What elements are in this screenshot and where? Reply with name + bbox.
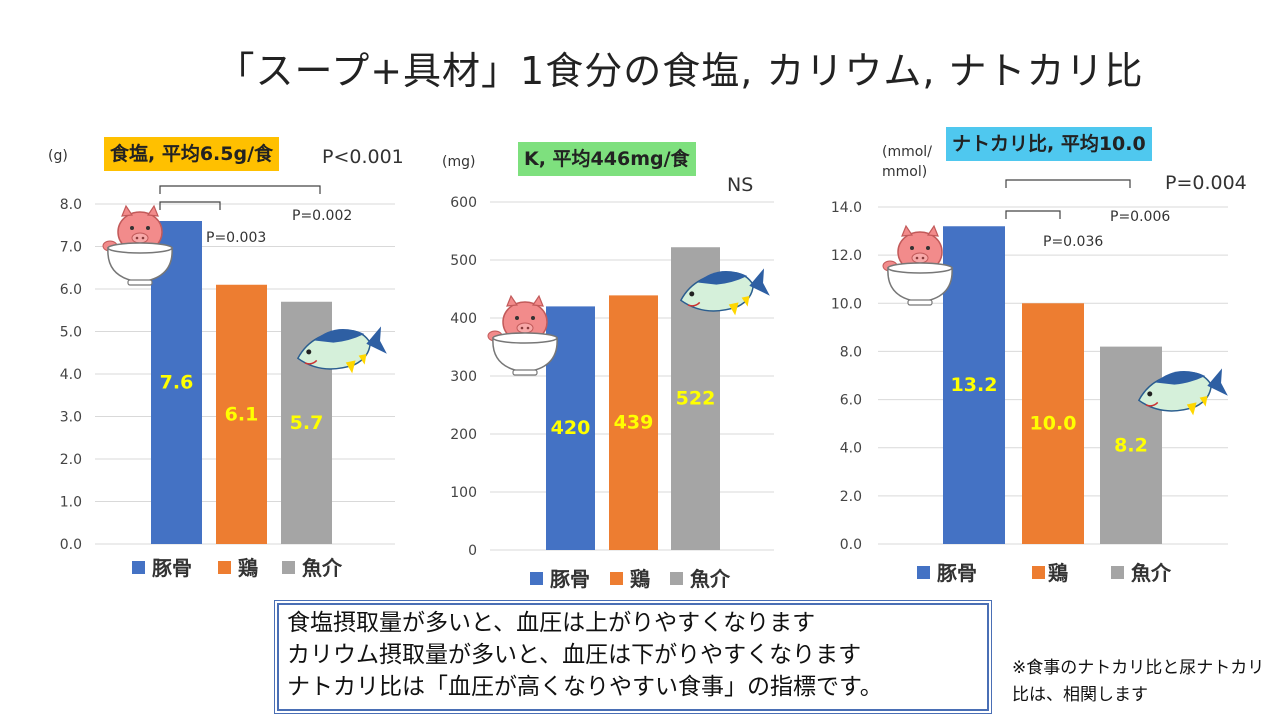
salt-overall-p: P<0.001 — [322, 146, 404, 168]
correlation-note: ※食事のナトカリ比と尿ナトカリ比は、相関します — [1012, 658, 1265, 705]
y-tick-label: 14.0 — [831, 200, 862, 216]
legend-swatch-tori — [610, 572, 623, 585]
comparison-p-label: P=0.003 — [206, 230, 266, 246]
legend-swatch-tori — [1032, 566, 1045, 579]
bar-value-label: 7.6 — [160, 372, 194, 394]
bar-tori — [1022, 303, 1084, 544]
bar-value-label: 6.1 — [225, 403, 259, 425]
legend-label: 豚骨 — [550, 567, 590, 591]
y-tick-label: 6.0 — [60, 282, 82, 298]
explanation-box: 食塩摂取量が多いと、血圧は上がりやすくなります カリウム摂取量が多いと、血圧は下… — [274, 600, 992, 714]
y-unit-potassium: (mg) — [442, 154, 476, 170]
legend-label: 鶏 — [1048, 561, 1068, 585]
pig-in-bowl-icon — [102, 204, 173, 286]
nak-overall-p: P=0.004 — [1165, 172, 1247, 194]
nak-average-badge: ナトカリ比, 平均10.0 — [946, 127, 1152, 161]
y-tick-label: 12.0 — [831, 248, 862, 264]
y-tick-label: 500 — [450, 253, 477, 269]
y-tick-label: 200 — [450, 427, 477, 443]
legend-swatch-gyokai — [282, 561, 295, 574]
y-tick-label: 300 — [450, 369, 477, 385]
legend-label: 鶏 — [630, 567, 650, 591]
fish-icon — [1137, 368, 1228, 416]
comparison-bracket — [1005, 210, 1061, 219]
y-tick-label: 100 — [450, 485, 477, 501]
y-tick-label: 0 — [468, 543, 477, 559]
y-tick-label: 8.0 — [840, 344, 862, 360]
bar-value-label: 439 — [614, 412, 654, 434]
bar-gyokai — [1100, 346, 1162, 544]
comparison-bracket — [159, 185, 321, 194]
legend-label: 豚骨 — [937, 561, 977, 585]
y-tick-label: 1.0 — [60, 495, 82, 511]
y-unit-nak-ratio: (mmol/ mmol) — [882, 144, 932, 180]
comparison-p-label: P=0.036 — [1043, 234, 1103, 250]
comparison-p-label: P=0.006 — [1110, 209, 1170, 225]
note-line-nak: ナトカリ比は「血圧が高くなりやすい食事」の指標です。 — [287, 674, 883, 700]
legend-label: 鶏 — [238, 556, 258, 580]
y-tick-label: 10.0 — [831, 296, 862, 312]
legend-label: 魚介 — [690, 567, 731, 591]
pig-in-bowl-icon — [882, 224, 953, 306]
y-tick-label: 4.0 — [840, 441, 862, 457]
bar-tonkotsu — [943, 226, 1005, 544]
bar-value-label: 8.2 — [1114, 434, 1148, 456]
y-tick-label: 0.0 — [60, 537, 82, 553]
y-unit-salt: (g) — [48, 148, 68, 164]
bar-tori — [216, 284, 267, 544]
y-tick-label: 8.0 — [60, 197, 82, 213]
y-tick-label: 5.0 — [60, 325, 82, 341]
y-tick-label: 2.0 — [840, 489, 862, 505]
legend-label: 魚介 — [1131, 561, 1172, 585]
y-tick-label: 7.0 — [60, 240, 82, 256]
legend-label: 豚骨 — [152, 556, 192, 580]
y-tick-label: 6.0 — [840, 393, 862, 409]
bar-value-label: 13.2 — [951, 374, 998, 396]
bar-value-label: 5.7 — [290, 412, 324, 434]
y-tick-label: 3.0 — [60, 410, 82, 426]
bar-value-label: 10.0 — [1030, 413, 1077, 435]
note-line-potassium: カリウム摂取量が多いと、血圧は下がりやすくなります — [287, 642, 862, 668]
pig-in-bowl-icon — [487, 294, 558, 376]
note-line-salt: 食塩摂取量が多いと、血圧は上がりやすくなります — [287, 610, 816, 636]
bar-tori — [609, 295, 658, 550]
page-title: 「スープ+具材」1食分の食塩, カリウム, ナトカリ比 — [216, 49, 1144, 93]
legend-swatch-tonkotsu — [530, 572, 543, 585]
y-tick-label: 600 — [450, 195, 477, 211]
comparison-p-label: P=0.002 — [292, 208, 352, 224]
legend-swatch-tonkotsu — [132, 561, 145, 574]
legend-label: 魚介 — [302, 556, 343, 580]
fish-icon — [679, 268, 770, 316]
comparison-bracket — [1005, 179, 1131, 188]
y-tick-label: 0.0 — [840, 537, 862, 553]
legend-swatch-gyokai — [670, 572, 683, 585]
y-tick-label: 2.0 — [60, 452, 82, 468]
y-tick-label: 4.0 — [60, 367, 82, 383]
bar-value-label: 420 — [551, 417, 591, 439]
y-tick-label: 400 — [450, 311, 477, 327]
fish-icon — [296, 326, 387, 374]
salt-average-badge: 食塩, 平均6.5g/食 — [104, 137, 280, 171]
comparison-bracket — [159, 201, 221, 210]
bar-value-label: 522 — [676, 388, 716, 410]
potassium-overall-p: NS — [727, 174, 754, 196]
legend-swatch-gyokai — [1111, 566, 1124, 579]
legend-swatch-tori — [218, 561, 231, 574]
legend-swatch-tonkotsu — [917, 566, 930, 579]
potassium-average-badge: K, 平均446mg/食 — [518, 142, 696, 176]
